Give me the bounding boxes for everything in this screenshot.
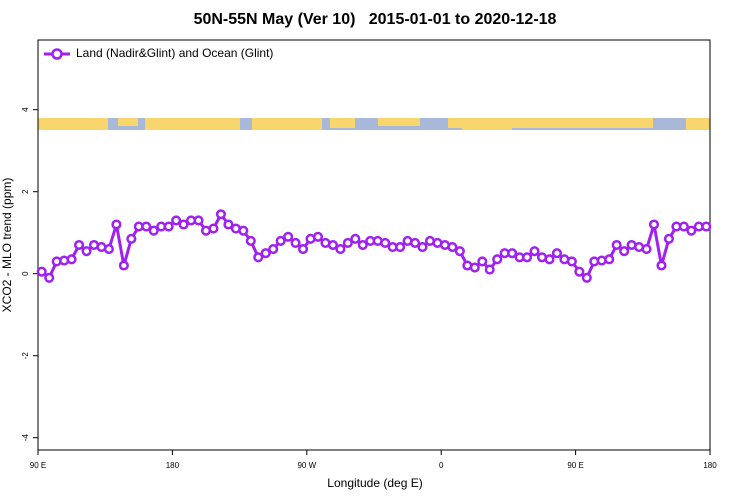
y-tick-label: -4 [21,434,30,442]
data-point [522,252,533,263]
data-point [619,246,630,257]
data-point [103,244,114,255]
data-point [283,231,294,242]
data-point [492,254,503,265]
data-point [342,237,353,248]
data-point [74,239,85,251]
data-point [193,215,204,226]
x-tick-label: 90 E [567,461,583,470]
legend-marker [51,48,63,60]
data-point [410,237,421,248]
data-point [290,237,301,248]
data-point [566,256,577,267]
data-point [275,235,286,246]
data-point [260,248,271,259]
plot-frame [37,39,711,451]
x-tick-label: 90 E [30,461,46,470]
data-point [327,239,338,251]
legend-label: Land (Nadir&Glint) and Ocean (Glint) [76,46,273,60]
x-axis-label: Longitude (deg E) [327,476,422,490]
data-point [148,225,159,236]
data-point [215,209,226,220]
x-tick-label: 90 W [297,461,316,470]
data-point [81,246,92,257]
data-point [357,239,368,251]
data-point [66,254,77,265]
data-point [417,242,428,253]
y-axis-label: XCO2 - MLO trend (ppm) [0,178,14,313]
data-point [484,264,495,275]
x-tick-label: 0 [439,461,444,470]
data-point [678,221,689,232]
data-point [507,248,518,259]
data-point [529,246,540,257]
data-point [701,221,712,232]
data-point [395,242,406,253]
data-point [253,252,264,263]
x-tick-label: 180 [703,461,717,470]
x-tick-label: 180 [166,461,180,470]
y-tick-label: 2 [21,189,30,194]
data-point [663,233,674,244]
data-point [477,256,488,267]
data-point [111,219,122,230]
data-point [544,254,555,265]
data-point [686,225,697,236]
land-strip [38,118,710,130]
data-point [656,260,667,271]
data-point [171,215,182,226]
data-point [454,246,465,257]
data-point [581,272,592,283]
data-point [238,225,249,236]
data-point [574,266,585,277]
data-point [312,231,324,242]
data-point [469,262,480,273]
data-point [447,242,458,253]
data-point [118,260,129,271]
data-point [380,237,391,248]
data-point [335,244,346,255]
data-point [126,233,137,244]
data-point [223,219,234,230]
data-point [178,219,189,230]
data-point [44,272,55,283]
data-point [551,248,562,259]
data-point [604,254,615,265]
data-point [350,233,361,244]
data-point [141,221,152,232]
data-point [611,239,622,251]
data-point [208,223,219,234]
chart-title: 50N-55N May (Ver 10) 2015-01-01 to 2020-… [194,11,557,28]
y-tick-label: 0 [21,271,30,276]
data-point [36,266,47,277]
data-point [268,244,279,255]
data-point [641,244,652,255]
data-point [163,221,174,232]
data-point [245,235,256,246]
data-point [648,219,660,230]
y-tick-label: 4 [21,107,30,112]
data-point [298,244,309,255]
y-tick-label: -2 [21,352,30,360]
